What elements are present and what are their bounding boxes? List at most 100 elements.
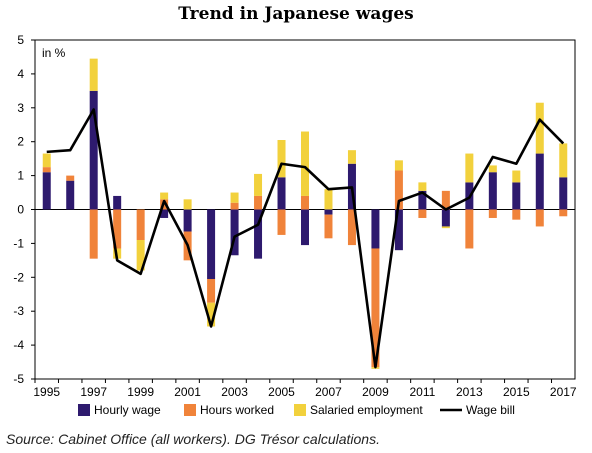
bar-hourly-2001: [183, 209, 192, 232]
x-axis-ticks: 1995 1997 1999 2001 2003 2005 2007 2009 2011 2013…: [33, 379, 577, 399]
bar-hourly-2002: [207, 209, 216, 279]
y-tick-label: -1: [13, 236, 24, 250]
bar-hours-1997: [89, 209, 98, 259]
chart-title: Trend in Japanese wages: [178, 4, 414, 24]
bar-salaried-2010: [394, 160, 403, 171]
bar-hourly-1996: [66, 180, 75, 210]
bar-hours-2007: [324, 214, 333, 239]
bar-hourly-1997: [89, 90, 98, 210]
bar-hours-1999: [136, 209, 145, 241]
bar-hourly-2014: [488, 172, 497, 210]
bar-hours-2005: [277, 209, 286, 235]
bar-salaried-2013: [465, 153, 474, 183]
bar-hourly-2011: [418, 190, 427, 210]
bar-hours-2002: [207, 279, 216, 303]
x-tick-label: 1997: [80, 385, 107, 399]
bar-salaried-2000: [160, 192, 169, 200]
bar-hours-2012: [441, 190, 450, 210]
bar-salaried-2017: [559, 143, 568, 178]
bar-hourly-2017: [559, 177, 568, 210]
bar-hours-2010: [394, 170, 403, 210]
bar-salaried-2002: [207, 302, 216, 327]
bar-salaried-2015: [512, 170, 521, 183]
y-tick-label: -4: [13, 338, 24, 352]
legend-salaried-employment-label: Salaried employment: [310, 403, 423, 417]
bar-hourly-2012: [441, 209, 450, 227]
bar-hours-2006: [301, 195, 309, 210]
bar-salaried-2004: [254, 173, 263, 196]
y-tick-label: 5: [17, 33, 24, 47]
bar-hours-2009: [371, 248, 380, 368]
bar-hours-2003: [230, 202, 239, 210]
bar-hourly-2016: [535, 153, 544, 210]
y-tick-label: 2: [17, 135, 24, 149]
series-line-wage-bill: [46, 108, 565, 369]
bar-hours-1998: [113, 209, 122, 249]
bars: [42, 58, 568, 369]
x-tick-label: 2001: [174, 385, 201, 399]
bar-hours-2008: [347, 209, 356, 246]
bar-hourly-1998: [113, 195, 122, 210]
bar-hourly-2003: [230, 209, 239, 256]
bar-salaried-1997: [89, 58, 98, 91]
bar-hourly-2000: [160, 209, 169, 218]
legend-hours-worked-swatch: [184, 404, 196, 416]
bar-hours-1995: [42, 167, 51, 173]
bar-hourly-2005: [277, 177, 286, 210]
bar-hourly-2010: [394, 209, 403, 251]
x-tick-label: 2009: [362, 385, 389, 399]
bar-hourly-2004: [254, 209, 263, 259]
bar-salaried-2011: [418, 182, 427, 191]
bar-hours-1996: [66, 175, 75, 181]
bar-salaried-2016: [535, 102, 544, 154]
bar-hours-2014: [488, 209, 497, 218]
bar-salaried-2001: [183, 199, 192, 210]
y-tick-label: 0: [17, 203, 24, 217]
bar-hourly-2015: [512, 182, 521, 210]
bar-hourly-2007: [324, 209, 333, 215]
bar-hours-2015: [512, 209, 521, 220]
legend-wage-bill-label: Wage bill: [466, 403, 515, 417]
y-tick-label: 1: [17, 169, 24, 183]
bar-salaried-2012: [441, 226, 450, 229]
bar-hourly-1995: [42, 172, 51, 210]
bar-salaried-2006: [301, 131, 309, 196]
bar-hourly-2006: [301, 209, 309, 246]
x-tick-label: 2017: [550, 385, 577, 399]
bar-salaried-1995: [42, 153, 51, 168]
x-tick-label: 1999: [127, 385, 154, 399]
y-axis-ticks: 5 4 3 2 1 0 -1 -2 -3 -4 -5: [13, 33, 35, 386]
unit-label: in %: [42, 46, 66, 60]
x-tick-label: 2015: [503, 385, 530, 399]
y-tick-label: 3: [17, 101, 24, 115]
bar-hours-2011: [418, 209, 427, 218]
bar-hours-2016: [535, 209, 544, 227]
bar-hours-2013: [465, 209, 474, 249]
x-tick-label: 2007: [315, 385, 342, 399]
legend-hours-worked-label: Hours worked: [200, 403, 274, 417]
bar-hours-2017: [559, 209, 568, 217]
x-tick-label: 2013: [456, 385, 483, 399]
bar-salaried-1999: [136, 240, 145, 271]
y-tick-label: 4: [17, 67, 24, 81]
y-tick-label: -2: [13, 270, 24, 284]
x-tick-label: 2003: [221, 385, 248, 399]
x-tick-label: 2011: [409, 385, 435, 399]
bar-salaried-2007: [324, 189, 333, 210]
legend: Hourly wage Hours worked Salaried employme…: [78, 403, 515, 417]
bar-hourly-2009: [371, 209, 380, 249]
legend-hourly-wage-swatch: [78, 404, 90, 416]
bar-hours-2004: [254, 195, 263, 210]
bar-salaried-2003: [230, 192, 239, 203]
bar-salaried-2014: [488, 165, 497, 173]
bar-salaried-2008: [347, 150, 356, 164]
y-tick-label: -3: [13, 304, 24, 318]
x-tick-label: 1995: [33, 385, 60, 399]
legend-hourly-wage-label: Hourly wage: [94, 403, 161, 417]
legend-salaried-employment-swatch: [294, 404, 306, 416]
x-tick-label: 2005: [268, 385, 295, 399]
bar-salaried-2005: [277, 140, 286, 178]
y-tick-label: -5: [13, 372, 24, 386]
source-note: Source: Cabinet Office (all workers). DG…: [6, 431, 380, 447]
